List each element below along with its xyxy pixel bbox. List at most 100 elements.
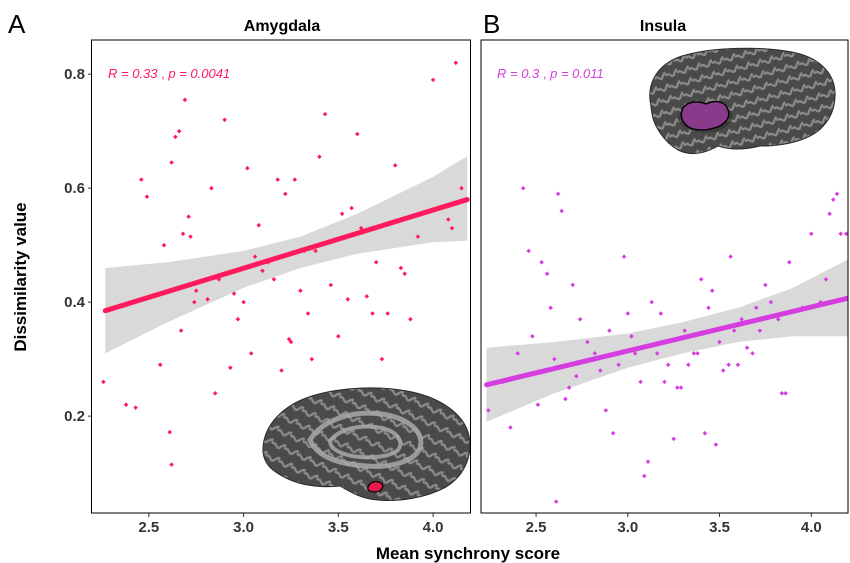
data-point — [313, 248, 318, 254]
data-point — [209, 185, 214, 191]
x-tick-label: 3.0 — [617, 519, 638, 536]
data-point — [625, 311, 631, 316]
data-point — [133, 405, 138, 410]
data-point — [654, 351, 660, 356]
data-point — [638, 379, 643, 385]
x-axis-ticks: 2.5 3.0 3.5 4.0 — [526, 513, 822, 536]
data-point — [222, 117, 227, 123]
data-point — [776, 316, 781, 322]
data-point — [838, 231, 843, 237]
data-point — [459, 185, 464, 191]
data-point — [430, 77, 436, 83]
data-point — [336, 334, 341, 339]
data-point — [616, 362, 621, 368]
y-axis-ticks: 0.2 0.4 0.6 0.8 — [64, 66, 92, 425]
data-point — [446, 217, 451, 222]
data-point — [188, 234, 193, 239]
x-tick-label: 3.5 — [709, 519, 730, 536]
x-tick-label: 2.5 — [526, 519, 547, 536]
panel-title-insula: Insula — [640, 18, 686, 35]
data-point — [629, 334, 634, 339]
data-point — [169, 160, 174, 165]
data-point — [702, 430, 708, 436]
data-point — [539, 260, 544, 265]
data-point — [559, 208, 564, 214]
data-point — [827, 211, 832, 217]
x-tick-label: 3.5 — [328, 519, 349, 536]
y-tick-label: 0.2 — [64, 408, 85, 425]
y-tick-label: 0.6 — [64, 180, 85, 197]
data-point — [520, 185, 526, 191]
data-point — [252, 254, 258, 259]
data-point — [298, 288, 303, 293]
data-point — [720, 368, 726, 373]
data-point — [453, 60, 459, 66]
data-point — [779, 391, 785, 396]
data-point — [553, 499, 559, 504]
data-point — [642, 473, 647, 479]
data-point — [508, 425, 513, 430]
data-point — [279, 368, 284, 373]
data-point — [665, 362, 671, 368]
data-point — [178, 328, 184, 333]
data-point — [783, 391, 788, 396]
data-point — [180, 231, 186, 237]
panel-letter-b: B — [483, 9, 500, 39]
data-point — [486, 408, 491, 413]
data-point — [241, 299, 246, 305]
data-point — [574, 373, 579, 379]
data-point — [370, 311, 375, 316]
x-tick-label: 4.0 — [423, 519, 444, 536]
data-point — [248, 351, 254, 356]
panel-title-amygdala: Amygdala — [244, 18, 321, 35]
data-point — [658, 311, 664, 316]
data-point — [526, 248, 531, 254]
y-axis-label: Dissimilarity value — [11, 202, 30, 351]
data-point — [364, 294, 370, 299]
x-tick-label: 2.5 — [138, 519, 159, 536]
data-point — [161, 242, 167, 248]
data-point — [392, 163, 398, 168]
data-point — [385, 311, 390, 316]
data-point — [205, 297, 210, 302]
data-point — [379, 356, 385, 362]
data-point — [305, 311, 311, 316]
brain-inset-insula — [649, 47, 836, 154]
data-point — [757, 328, 763, 333]
data-point — [309, 356, 315, 362]
data-point — [671, 436, 676, 442]
data-point — [570, 282, 575, 288]
data-point — [167, 429, 172, 435]
data-point — [577, 316, 583, 322]
data-point — [698, 277, 704, 282]
data-point — [322, 111, 328, 117]
data-point — [662, 379, 667, 385]
data-point — [256, 222, 262, 228]
data-point — [563, 396, 568, 402]
stat-annotation: R = 0.3 , p = 0.011 — [497, 66, 604, 81]
data-point — [339, 211, 345, 217]
data-point — [552, 356, 557, 362]
panel-amygdala: A Amygdala R = 0.33 , p = 0.0041 0.20.40… — [8, 9, 471, 536]
data-point — [834, 191, 840, 197]
data-point — [231, 291, 237, 296]
data-point — [235, 316, 241, 322]
data-point — [768, 299, 774, 305]
data-point — [728, 254, 733, 259]
data-point — [288, 339, 294, 345]
data-point — [735, 362, 741, 368]
x-tick-label: 4.0 — [801, 519, 822, 536]
data-point — [750, 351, 755, 356]
x-tick-label: 3.0 — [233, 519, 254, 536]
data-point — [603, 408, 609, 413]
insula-region — [680, 100, 730, 131]
data-point — [373, 259, 379, 265]
plot-area-insula — [484, 185, 848, 504]
data-point — [645, 459, 651, 464]
data-point — [212, 391, 218, 396]
y-tick-label: 0.4 — [64, 294, 86, 311]
data-point — [182, 97, 188, 103]
data-point — [695, 351, 700, 356]
brain-inset-amygdala — [262, 387, 471, 501]
